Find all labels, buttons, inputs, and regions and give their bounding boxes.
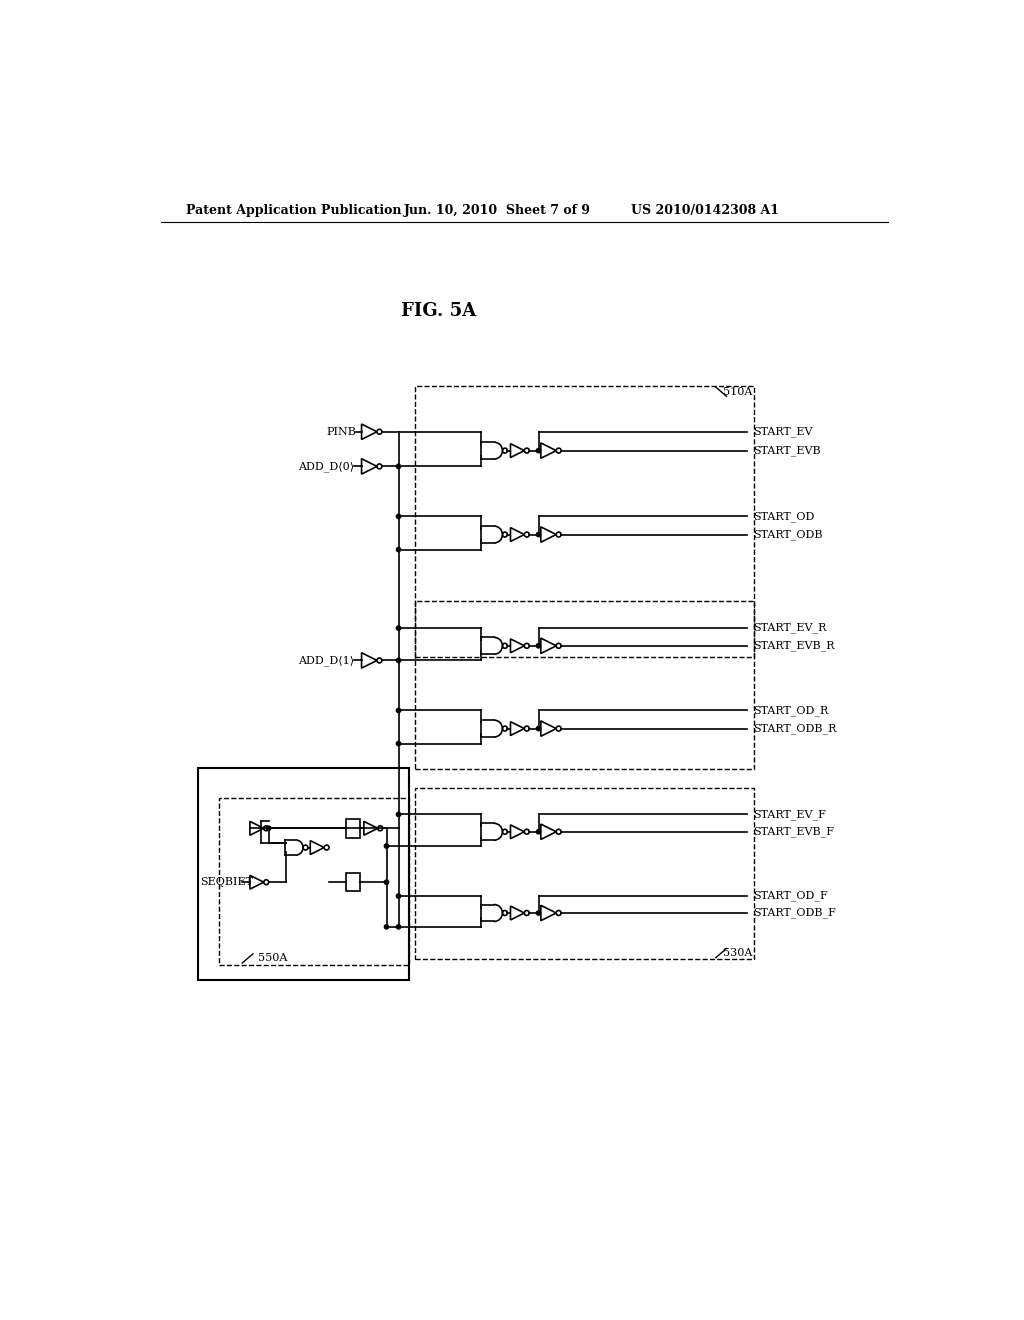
Bar bbox=[219, 797, 410, 965]
Text: START_ODB_R: START_ODB_R bbox=[753, 723, 836, 734]
Text: ADD_D⟨1⟩: ADD_D⟨1⟩ bbox=[298, 655, 354, 665]
Text: 510A: 510A bbox=[723, 387, 753, 397]
Circle shape bbox=[396, 515, 400, 519]
Text: START_EVB_R: START_EVB_R bbox=[753, 640, 835, 651]
Text: Jun. 10, 2010  Sheet 7 of 9: Jun. 10, 2010 Sheet 7 of 9 bbox=[403, 205, 591, 218]
Text: START_EVB_F: START_EVB_F bbox=[753, 826, 834, 837]
Circle shape bbox=[396, 659, 400, 663]
Circle shape bbox=[396, 465, 400, 469]
Text: ADD_D⟨0⟩: ADD_D⟨0⟩ bbox=[298, 461, 354, 471]
Text: START_OD_F: START_OD_F bbox=[753, 891, 827, 902]
Circle shape bbox=[537, 829, 541, 834]
Bar bbox=[198, 768, 410, 979]
Bar bbox=[416, 385, 755, 656]
Text: START_EV: START_EV bbox=[753, 426, 812, 437]
Circle shape bbox=[537, 911, 541, 915]
Bar bbox=[346, 873, 360, 891]
Circle shape bbox=[537, 532, 541, 537]
Text: START_OD: START_OD bbox=[753, 511, 814, 521]
Text: START_ODB_F: START_ODB_F bbox=[753, 908, 836, 919]
Circle shape bbox=[396, 742, 400, 746]
Circle shape bbox=[396, 925, 400, 929]
Circle shape bbox=[266, 826, 271, 830]
Text: US 2010/0142308 A1: US 2010/0142308 A1 bbox=[631, 205, 779, 218]
Bar bbox=[346, 818, 360, 838]
Text: START_EV_R: START_EV_R bbox=[753, 623, 826, 634]
Text: Patent Application Publication: Patent Application Publication bbox=[186, 205, 401, 218]
Circle shape bbox=[384, 843, 389, 849]
Circle shape bbox=[396, 626, 400, 630]
Text: START_OD_R: START_OD_R bbox=[753, 705, 828, 715]
Text: 530A: 530A bbox=[723, 948, 753, 958]
Bar bbox=[416, 601, 755, 770]
Circle shape bbox=[396, 548, 400, 552]
Circle shape bbox=[537, 726, 541, 731]
Circle shape bbox=[384, 880, 389, 884]
Text: START_EV_F: START_EV_F bbox=[753, 809, 825, 820]
Bar bbox=[416, 788, 755, 960]
Circle shape bbox=[396, 894, 400, 898]
Circle shape bbox=[537, 644, 541, 648]
Text: 550A: 550A bbox=[258, 953, 287, 964]
Text: START_EVB: START_EVB bbox=[753, 445, 820, 455]
Circle shape bbox=[396, 812, 400, 817]
Circle shape bbox=[384, 925, 389, 929]
Text: SEQBIET: SEQBIET bbox=[200, 878, 253, 887]
Text: START_ODB: START_ODB bbox=[753, 529, 822, 540]
Circle shape bbox=[537, 449, 541, 453]
Circle shape bbox=[396, 709, 400, 713]
Text: FIG. 5A: FIG. 5A bbox=[401, 302, 476, 319]
Text: PINB: PINB bbox=[327, 426, 356, 437]
